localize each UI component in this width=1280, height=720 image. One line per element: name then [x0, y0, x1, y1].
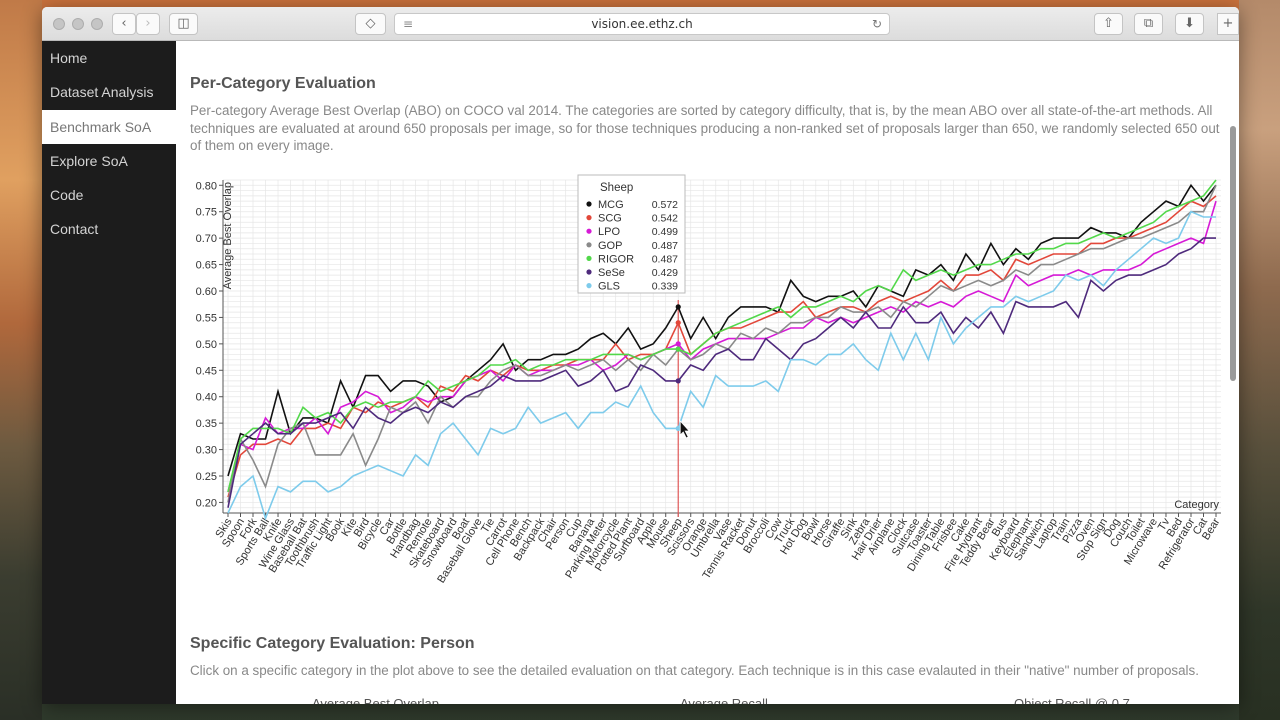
desktop-wallpaper-left — [0, 0, 42, 720]
y-tick-label: 0.65 — [196, 260, 217, 272]
tooltip-series-name: LPO — [598, 226, 620, 238]
share-icon: ⇧ — [1103, 16, 1114, 31]
tooltip-box — [577, 174, 686, 294]
y-tick-label: 0.25 — [196, 471, 217, 483]
y-tick-label: 0.80 — [196, 180, 217, 192]
desktop-wallpaper-right — [1239, 0, 1280, 720]
tooltip-series-value: 0.572 — [652, 199, 678, 211]
section-description-specific-category: Click on a specific category in the plot… — [190, 663, 1199, 678]
site-sidebar: Home Dataset Analysis Benchmark SoA Expl… — [42, 41, 176, 704]
sidebar-icon: ◫ — [177, 16, 190, 31]
tabs-overview-button[interactable]: ⧉ — [1134, 13, 1163, 35]
column-title-object-recall: Object Recall @ 0.7 — [1014, 696, 1130, 704]
y-tick-label: 0.20 — [196, 497, 217, 509]
hover-point-sese — [675, 378, 681, 384]
tooltip-dot-gop — [586, 242, 592, 248]
zoom-window-button[interactable] — [91, 18, 103, 30]
downloads-button[interactable]: ⬇ — [1175, 13, 1204, 35]
tooltip-series-name: GLS — [598, 281, 620, 293]
hover-point-scg — [675, 320, 681, 326]
column-title-average-recall: Average Recall — [680, 696, 768, 704]
nav-dataset-analysis[interactable]: Dataset Analysis — [50, 84, 154, 101]
download-icon: ⬇ — [1184, 16, 1195, 31]
section-title-per-category: Per-Category Evaluation — [190, 75, 376, 92]
tooltip-dot-rigor — [586, 255, 592, 261]
series-line-mcg — [227, 183, 1217, 477]
back-button[interactable]: ‹ — [112, 13, 136, 35]
y-tick-label: 0.35 — [196, 418, 217, 430]
series-line-rigor — [227, 179, 1217, 493]
section-title-specific-category: Specific Category Evaluation: Person — [190, 635, 475, 652]
reader-icon[interactable]: ≡ — [403, 17, 414, 31]
tooltip-series-value: 0.499 — [652, 226, 678, 238]
tooltip-dot-scg — [586, 215, 592, 221]
tooltip-series-value: 0.542 — [652, 213, 678, 225]
y-tick-label: 0.75 — [196, 207, 217, 219]
y-axis-title: Average Best Overlap — [222, 182, 234, 289]
hover-point-lpo — [675, 341, 681, 347]
browser-window: ‹ › ◫ ◇ ≡ vision.ee.ethz.ch ↻ ⇧ ⧉ ⬇ + Ho… — [42, 7, 1239, 704]
sidebar-toggle-button[interactable]: ◫ — [169, 13, 198, 35]
shield-icon: ◇ — [365, 16, 376, 31]
series-line-lpo — [227, 200, 1217, 493]
abo-line-chart[interactable]: 0.20 0.25 0.30 0.35 0.40 0.45 0.50 0.55 0.60 0.65… — [176, 172, 1239, 637]
new-tab-button[interactable]: + — [1217, 13, 1239, 35]
y-tick-label: 0.55 — [196, 312, 217, 324]
tooltip-series-name: SeSe — [598, 267, 625, 279]
browser-toolbar: ‹ › ◫ ◇ ≡ vision.ee.ethz.ch ↻ ⇧ ⧉ ⬇ + — [42, 7, 1239, 41]
hover-point-mcg — [675, 304, 681, 310]
y-tick-label: 0.50 — [196, 339, 217, 351]
tooltip-series-name: GOP — [598, 240, 622, 252]
main-content: Per-Category Evaluation Per-category Ave… — [176, 41, 1239, 704]
section-description-per-category: Per-category Average Best Overlap (ABO) … — [190, 103, 1220, 153]
column-title-abo: Average Best Overlap — [312, 696, 439, 704]
tooltip-dot-lpo — [586, 228, 592, 234]
forward-button[interactable]: › — [136, 13, 160, 35]
url-text: vision.ee.ethz.ch — [591, 17, 693, 31]
tooltip-dot-mcg — [586, 201, 592, 207]
nav-explore-soa[interactable]: Explore SoA — [50, 152, 128, 169]
tooltip-series-value: 0.429 — [652, 267, 678, 279]
nav-code[interactable]: Code — [50, 187, 84, 204]
tooltip-dot-gls — [586, 283, 592, 289]
favorites-button[interactable]: ◇ — [355, 13, 386, 35]
tooltip-series-name: MCG — [598, 199, 624, 211]
series-line-gls — [227, 210, 1216, 521]
tooltip-series-value: 0.487 — [652, 253, 678, 265]
y-tick-label: 0.40 — [196, 392, 217, 404]
mouse-pointer-icon — [679, 419, 691, 439]
series-line-gop — [227, 184, 1217, 503]
tooltip-series-name: SCG — [598, 213, 622, 225]
reload-icon[interactable]: ↻ — [871, 17, 882, 31]
chevron-right-icon: › — [145, 16, 151, 31]
y-tick-label: 0.30 — [196, 445, 217, 457]
hover-point-gls — [675, 425, 681, 432]
nav-contact[interactable]: Contact — [50, 221, 99, 238]
chevron-left-icon: ‹ — [121, 16, 127, 31]
address-bar[interactable]: ≡ vision.ee.ethz.ch ↻ — [394, 13, 890, 35]
y-tick-label: 0.70 — [196, 233, 217, 245]
close-window-button[interactable] — [53, 18, 65, 30]
y-tick-label: 0.45 — [196, 365, 217, 377]
hover-point-rigor — [675, 346, 681, 352]
plus-icon: + — [1222, 16, 1234, 31]
page-scrollbar[interactable] — [1230, 126, 1236, 381]
tooltip-dot-sese — [586, 269, 592, 275]
nav-home[interactable]: Home — [50, 50, 88, 66]
minimize-window-button[interactable] — [72, 18, 84, 30]
share-button[interactable]: ⇧ — [1094, 13, 1123, 35]
y-tick-label: 0.60 — [196, 286, 217, 298]
x-axis-title: Category — [1174, 499, 1219, 511]
nav-benchmark-soa[interactable]: Benchmark SoA — [42, 109, 176, 144]
tabs-icon: ⧉ — [1143, 16, 1154, 31]
tooltip-series-value: 0.487 — [652, 240, 678, 252]
series-line-sese — [227, 237, 1216, 508]
tooltip-series-value: 0.339 — [652, 281, 678, 293]
tooltip-title: Sheep — [600, 182, 633, 194]
tooltip-series-name: RIGOR — [598, 253, 634, 265]
